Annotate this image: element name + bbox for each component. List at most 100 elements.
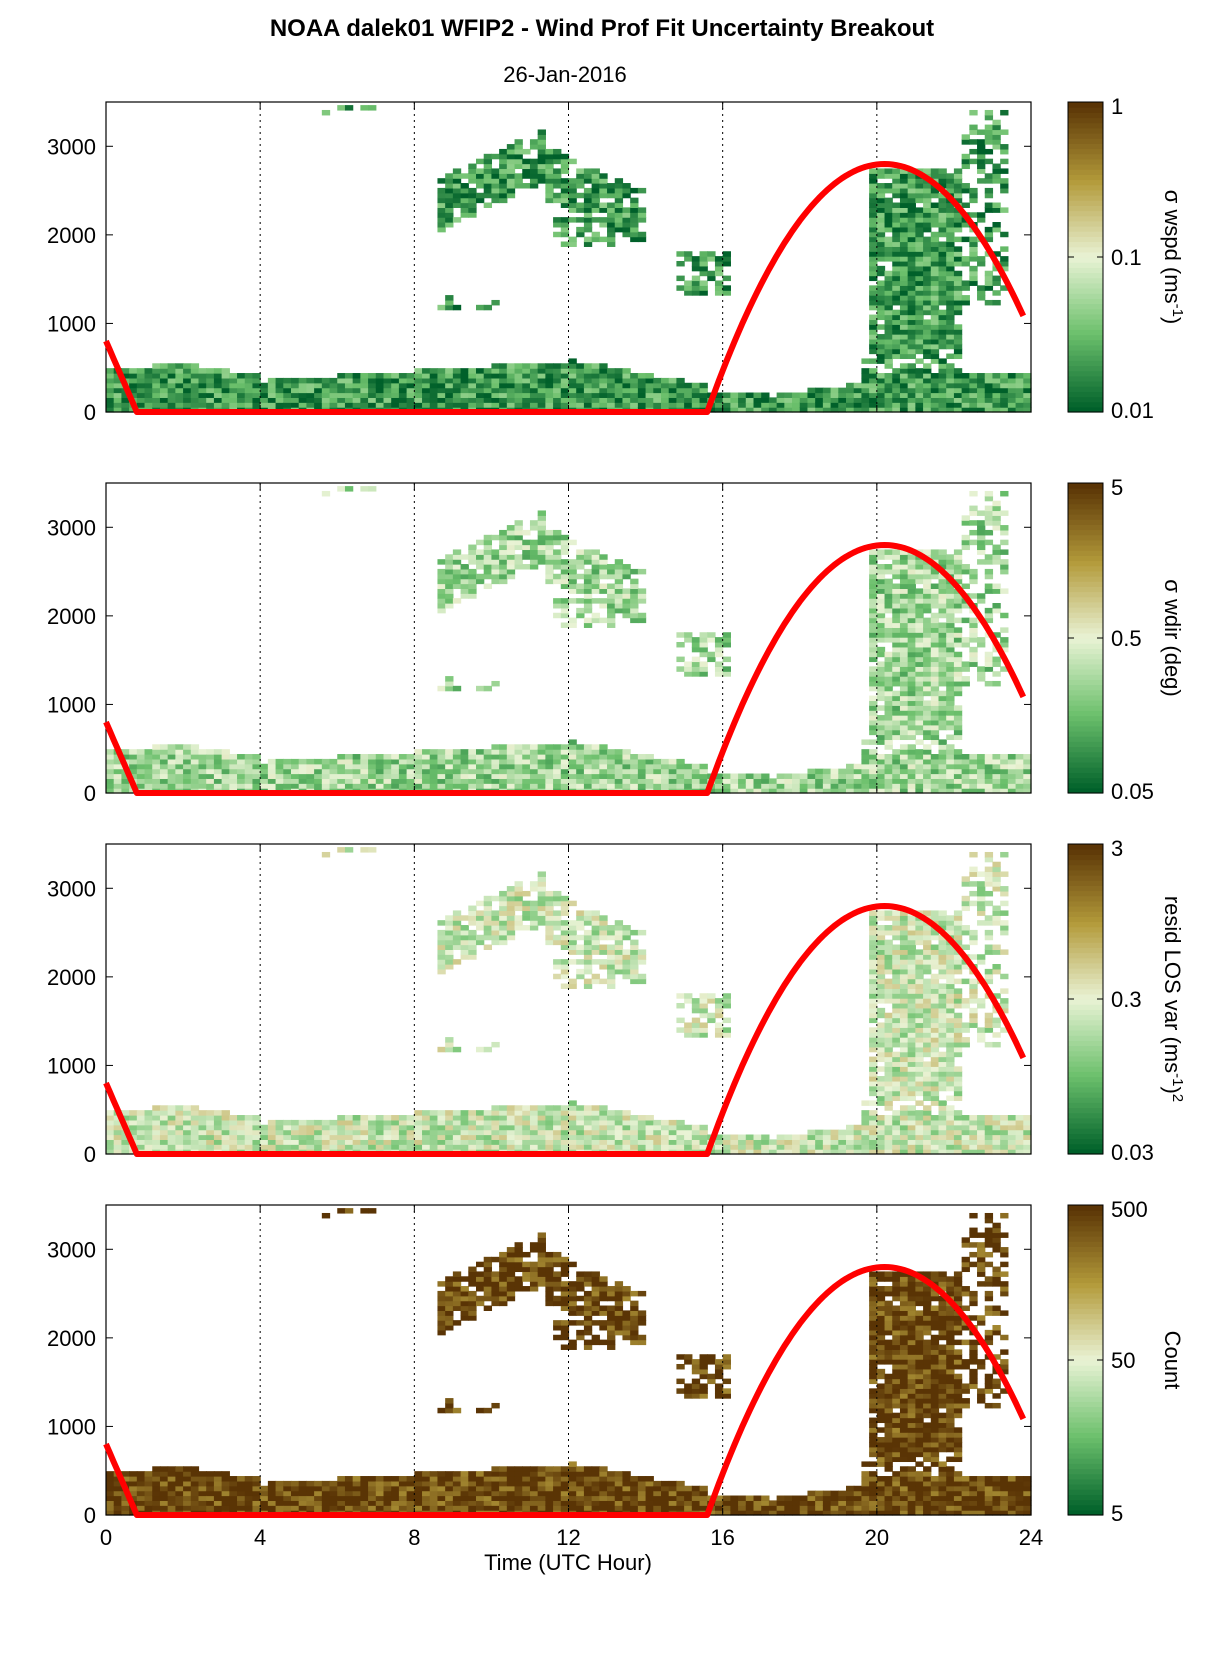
- heatmap-cell: [938, 173, 947, 179]
- heatmap-cell: [807, 387, 816, 394]
- heatmap-cell: [275, 387, 284, 394]
- heatmap-cell: [445, 197, 454, 204]
- heatmap-cell: [637, 768, 647, 775]
- heatmap-cell: [722, 671, 731, 677]
- heatmap-cell: [560, 905, 570, 912]
- heatmap-cell: [221, 773, 230, 779]
- heatmap-cell: [537, 763, 546, 770]
- heatmap-cell: [869, 627, 878, 633]
- colorbar-segment: [1068, 663, 1103, 670]
- heatmap-cell: [206, 402, 215, 408]
- heatmap-cell: [753, 773, 762, 779]
- heatmap-cell: [499, 1115, 508, 1121]
- heatmap-cell: [869, 260, 878, 267]
- heatmap-cell: [321, 758, 331, 765]
- heatmap-cell: [491, 1124, 500, 1131]
- heatmap-cell: [869, 319, 878, 325]
- heatmap-cell: [861, 373, 870, 379]
- heatmap-cell: [499, 749, 508, 755]
- heatmap-cell: [653, 1124, 662, 1131]
- heatmap-cell: [830, 1139, 839, 1145]
- heatmap-cell: [267, 773, 277, 779]
- heatmap-cell: [221, 1139, 230, 1145]
- heatmap-cell: [414, 1144, 423, 1150]
- heatmap-cell: [568, 368, 577, 374]
- heatmap-cell: [938, 217, 947, 223]
- heatmap-cell: [360, 783, 369, 789]
- heatmap-cell: [938, 700, 947, 706]
- heatmap-cell: [953, 222, 963, 228]
- heatmap-cell: [637, 978, 647, 985]
- heatmap-cell: [445, 964, 454, 970]
- heatmap-cell: [799, 778, 809, 784]
- heatmap-cell: [553, 1139, 562, 1145]
- heatmap-cell: [622, 1139, 631, 1145]
- heatmap-cell: [522, 1124, 531, 1131]
- heatmap-cell: [537, 544, 546, 551]
- heatmap-cell: [329, 382, 338, 389]
- heatmap-cell: [560, 929, 570, 936]
- heatmap-cell: [221, 373, 230, 379]
- heatmap-cell: [984, 270, 994, 277]
- heatmap-cell: [930, 168, 940, 174]
- heatmap-cell: [437, 920, 446, 926]
- heatmap-cell: [576, 949, 585, 955]
- heatmap-cell: [545, 925, 554, 931]
- heatmap-cell: [183, 1105, 192, 1111]
- heatmap-cell: [637, 617, 647, 624]
- heatmap-cell: [884, 168, 893, 174]
- heatmap-cell: [260, 1129, 269, 1136]
- heatmap-cell: [499, 1124, 508, 1131]
- heatmap-cell: [977, 598, 986, 604]
- heatmap-cell: [560, 934, 570, 941]
- heatmap-cell: [630, 187, 639, 194]
- heatmap-cell: [167, 368, 176, 374]
- heatmap-cell: [953, 382, 963, 389]
- heatmap-cell: [607, 959, 616, 965]
- heatmap-cell: [599, 929, 608, 936]
- heatmap-cell: [152, 1110, 161, 1116]
- heatmap-cell: [938, 387, 947, 394]
- colorbar-segment: [1068, 231, 1103, 237]
- colorbar-segment: [1068, 751, 1103, 758]
- heatmap-cell: [768, 1144, 778, 1150]
- heatmap-cell: [915, 622, 924, 628]
- heatmap-cell: [876, 187, 886, 194]
- heatmap-cell: [907, 217, 916, 223]
- heatmap-cell: [930, 217, 940, 223]
- heatmap-cell: [1000, 183, 1009, 189]
- heatmap-cell: [884, 299, 893, 306]
- heatmap-cell: [491, 187, 500, 194]
- heatmap-cell: [876, 690, 886, 697]
- heatmap-cell: [167, 1144, 176, 1150]
- heatmap-cell: [799, 397, 809, 403]
- heatmap-cell: [437, 226, 446, 233]
- heatmap-cell: [583, 202, 593, 208]
- heatmap-cell: [483, 183, 493, 189]
- heatmap-cell: [583, 949, 593, 955]
- colorbar-segment: [1068, 684, 1103, 691]
- heatmap-cell: [969, 651, 978, 658]
- heatmap-cell: [445, 1041, 454, 1048]
- heatmap-cell: [637, 954, 647, 960]
- heatmap-cell: [267, 1119, 277, 1126]
- heatmap-cell: [607, 187, 616, 194]
- heatmap-cell: [352, 1119, 361, 1126]
- heatmap-cell: [923, 651, 932, 658]
- heatmap-cell: [930, 715, 940, 721]
- heatmap-cell: [884, 676, 893, 682]
- heatmap-cell: [907, 260, 916, 267]
- heatmap-cell: [691, 275, 701, 282]
- heatmap-cell: [314, 1139, 323, 1145]
- heatmap-cell: [899, 343, 909, 350]
- heatmap-cell: [545, 368, 554, 374]
- heatmap-cell: [113, 788, 123, 794]
- heatmap-cell: [861, 1119, 870, 1126]
- heatmap-cell: [630, 1144, 639, 1150]
- heatmap-cell: [992, 768, 1001, 775]
- heatmap-cell: [899, 231, 909, 238]
- heatmap-cell: [684, 1027, 693, 1033]
- heatmap-cell: [607, 783, 616, 789]
- heatmap-cell: [977, 285, 986, 291]
- heatmap-cell: [892, 319, 901, 325]
